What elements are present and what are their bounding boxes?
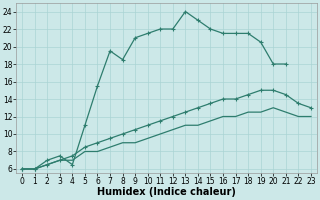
X-axis label: Humidex (Indice chaleur): Humidex (Indice chaleur) <box>97 187 236 197</box>
